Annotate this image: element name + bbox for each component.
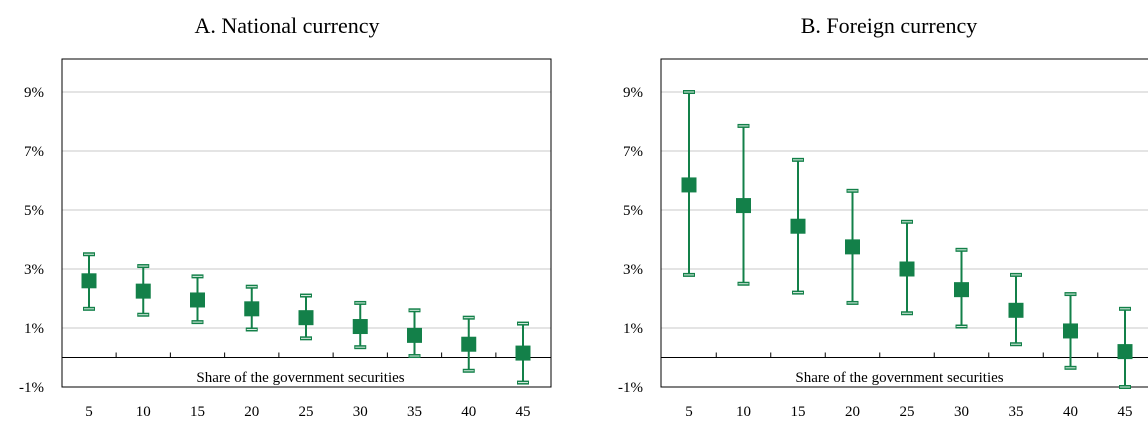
x-axis-label: Share of the government securities: [196, 370, 404, 386]
data-point: [954, 282, 969, 298]
data-point: [1008, 302, 1024, 318]
x-tick-label: 35: [407, 404, 422, 420]
x-tick-label: 40: [1063, 404, 1078, 420]
panel-national-currency: A. National currency -1% 1% 3% 5% 7% 9% 5 10 15 20…: [19, 13, 552, 420]
x-tick-label: 15: [791, 404, 806, 420]
x-tick-label: 5: [85, 404, 93, 420]
x-tick-label: 25: [299, 404, 314, 420]
data-point: [352, 319, 368, 335]
y-tick-label: 9%: [24, 85, 44, 101]
panel-title: B. Foreign currency: [801, 13, 978, 38]
data-point: [407, 327, 422, 343]
y-tick-label: 3%: [24, 262, 44, 278]
y-tick-label: 1%: [623, 321, 643, 337]
data-point: [515, 345, 531, 361]
y-tick-label: 7%: [623, 144, 643, 160]
data-point: [736, 198, 751, 214]
data-point: [1063, 323, 1078, 339]
data-point: [190, 292, 205, 308]
y-tick-label: 9%: [623, 85, 643, 101]
x-tick-label: 10: [136, 404, 151, 420]
plot-frame: [61, 58, 552, 388]
x-tick-label: 40: [461, 404, 476, 420]
data-point: [1117, 344, 1133, 360]
plot-frame: [660, 58, 1148, 388]
y-tick-label: 1%: [24, 321, 44, 337]
x-tick-label: 35: [1009, 404, 1024, 420]
data-point: [81, 273, 97, 289]
y-tick-label: -1%: [19, 380, 44, 396]
panel-title: A. National currency: [194, 13, 379, 38]
x-tick-label: 45: [1118, 404, 1133, 420]
x-tick-label: 25: [900, 404, 915, 420]
data-point: [790, 218, 806, 234]
x-label-backing: [749, 368, 1050, 386]
y-tick-label: 3%: [623, 262, 643, 278]
data-point: [298, 310, 314, 326]
x-tick-label: 20: [845, 404, 860, 420]
x-label-backing: [150, 368, 451, 386]
data-point: [845, 239, 860, 255]
x-tick-label: 30: [954, 404, 969, 420]
data-point: [461, 336, 477, 352]
y-tick-label: 7%: [24, 144, 44, 160]
data-point: [899, 261, 915, 277]
x-tick-label: 45: [516, 404, 531, 420]
data-point: [244, 301, 260, 317]
x-tick-label: 10: [736, 404, 751, 420]
y-tick-label: 5%: [623, 203, 643, 219]
x-tick-label: 5: [685, 404, 693, 420]
panel-foreign-currency: B. Foreign currency -1% 1% 3% 5% 7% 9% 5 10 15 20 2…: [618, 13, 1148, 420]
data-point: [681, 177, 697, 193]
data-point: [135, 283, 151, 299]
y-tick-label: 5%: [24, 203, 44, 219]
x-axis-label: Share of the government securities: [795, 370, 1003, 386]
y-tick-label: -1%: [618, 380, 643, 396]
x-tick-label: 30: [353, 404, 368, 420]
x-tick-label: 20: [244, 404, 259, 420]
x-tick-label: 15: [190, 404, 205, 420]
